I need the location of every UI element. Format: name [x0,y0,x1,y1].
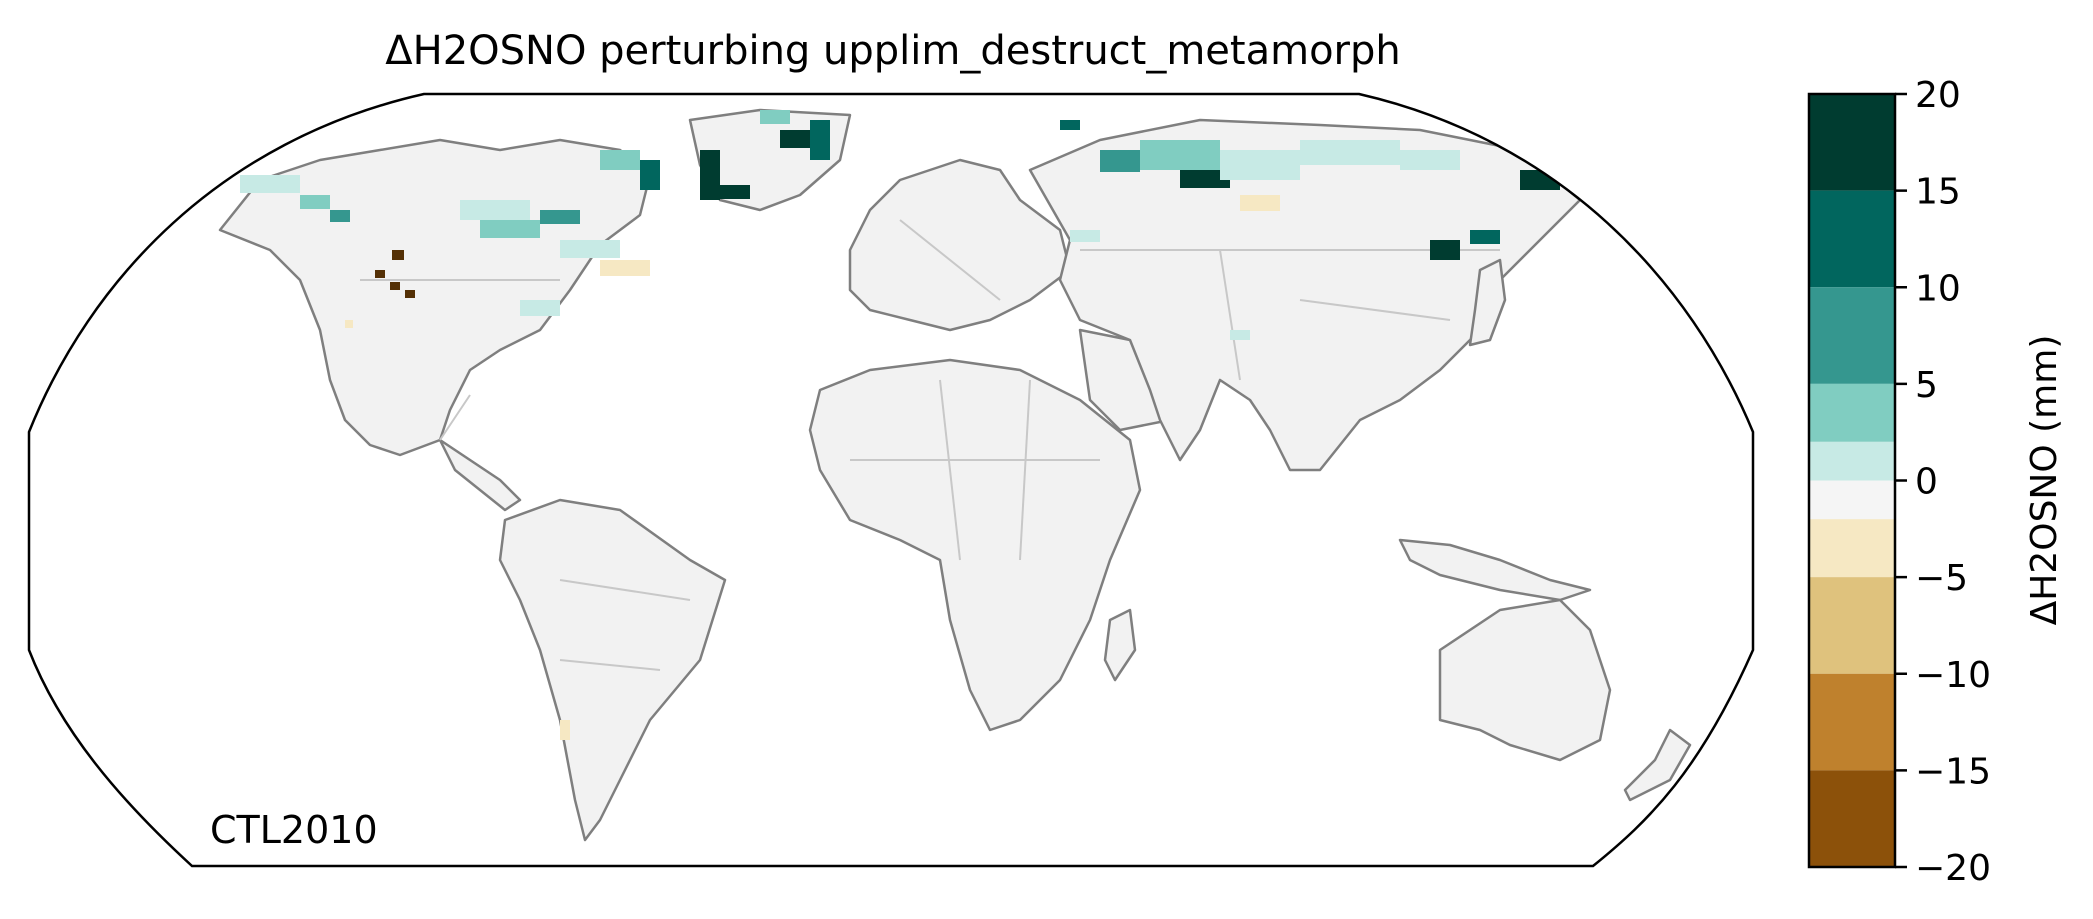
new-zealand [1623,728,1692,802]
colorbar-bin [1809,519,1895,578]
colorbar-tick-label: −10 [1915,655,1991,696]
land-masses [218,108,1692,842]
colorbar-tick-label: 20 [1915,75,1961,116]
colorbar-bin [1809,383,1895,442]
delta-h2osno-cells [240,110,1560,740]
japan [1468,258,1507,347]
south-america [498,498,727,842]
country-borders [360,219,1500,671]
colorbar-bin [1809,94,1895,191]
chart-title: ΔH2OSNO perturbing upplim_destruct_metam… [385,28,1401,74]
colorbar-label: ΔH2OSNO (mm) [2024,335,2065,626]
colorbar-tick-label: −5 [1915,558,1968,599]
colorbar-bin [1809,441,1895,481]
colorbar-tick-label: −15 [1915,751,1991,792]
map-frame [27,92,1755,868]
colorbar-bin [1809,577,1895,674]
colorbar-bin [1809,770,1895,867]
australia [1438,598,1612,762]
europe [848,158,1072,332]
colorbar-tick-label: −20 [1915,848,1991,889]
colorbar-bins [1809,94,1895,867]
colorbar-bin [1809,190,1895,288]
map-panel: CTL2010 [27,92,1755,868]
madagascar [1103,608,1137,682]
central-america [438,438,522,512]
colorbar-tick-label: 0 [1915,462,1938,503]
asia [1028,118,1582,472]
colorbar-tick-label: 10 [1915,268,1961,309]
maritime-se-asia [1398,538,1592,602]
colorbar-ticks: 20 15 10 5 0 −5 −10 −15 −20 [1895,75,1991,889]
colorbar-bin [1809,673,1895,771]
panel-label: CTL2010 [210,808,378,852]
colorbar-bin [1809,287,1895,384]
colorbar-bin [1809,480,1895,520]
colorbar-tick-label: 15 [1915,172,1961,213]
africa [808,358,1142,732]
colorbar-tick-label: 5 [1915,365,1938,406]
colorbar: 20 15 10 5 0 −5 −10 −15 −20 ΔH2OSNO (mm) [1807,75,2065,889]
